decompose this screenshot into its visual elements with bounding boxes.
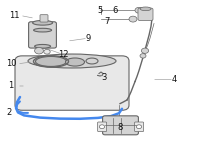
- Text: 5: 5: [97, 6, 103, 15]
- Text: 3: 3: [101, 73, 107, 82]
- Text: 2: 2: [6, 108, 12, 117]
- Circle shape: [135, 7, 143, 13]
- Circle shape: [99, 125, 105, 129]
- Circle shape: [140, 54, 146, 58]
- Text: 1: 1: [8, 81, 14, 91]
- FancyBboxPatch shape: [40, 15, 48, 22]
- Text: 11: 11: [9, 11, 19, 20]
- FancyBboxPatch shape: [15, 56, 129, 110]
- Ellipse shape: [28, 54, 116, 68]
- Circle shape: [35, 47, 43, 54]
- Text: 12: 12: [58, 50, 68, 59]
- Circle shape: [44, 49, 50, 54]
- Ellipse shape: [33, 20, 53, 25]
- Text: 7: 7: [104, 17, 110, 26]
- Ellipse shape: [66, 58, 84, 66]
- Circle shape: [141, 48, 149, 53]
- FancyBboxPatch shape: [103, 116, 138, 135]
- Text: 4: 4: [171, 75, 177, 84]
- Text: 6: 6: [112, 6, 118, 15]
- Text: 10: 10: [6, 59, 16, 69]
- Circle shape: [129, 16, 137, 22]
- Ellipse shape: [140, 7, 151, 11]
- Ellipse shape: [34, 28, 52, 32]
- Ellipse shape: [86, 58, 98, 64]
- FancyBboxPatch shape: [138, 8, 153, 21]
- Ellipse shape: [35, 44, 51, 48]
- Text: 8: 8: [117, 123, 123, 132]
- Text: 9: 9: [85, 34, 91, 43]
- FancyBboxPatch shape: [29, 22, 56, 48]
- FancyBboxPatch shape: [135, 122, 144, 132]
- FancyBboxPatch shape: [98, 122, 107, 132]
- Circle shape: [136, 125, 142, 129]
- Ellipse shape: [36, 56, 66, 66]
